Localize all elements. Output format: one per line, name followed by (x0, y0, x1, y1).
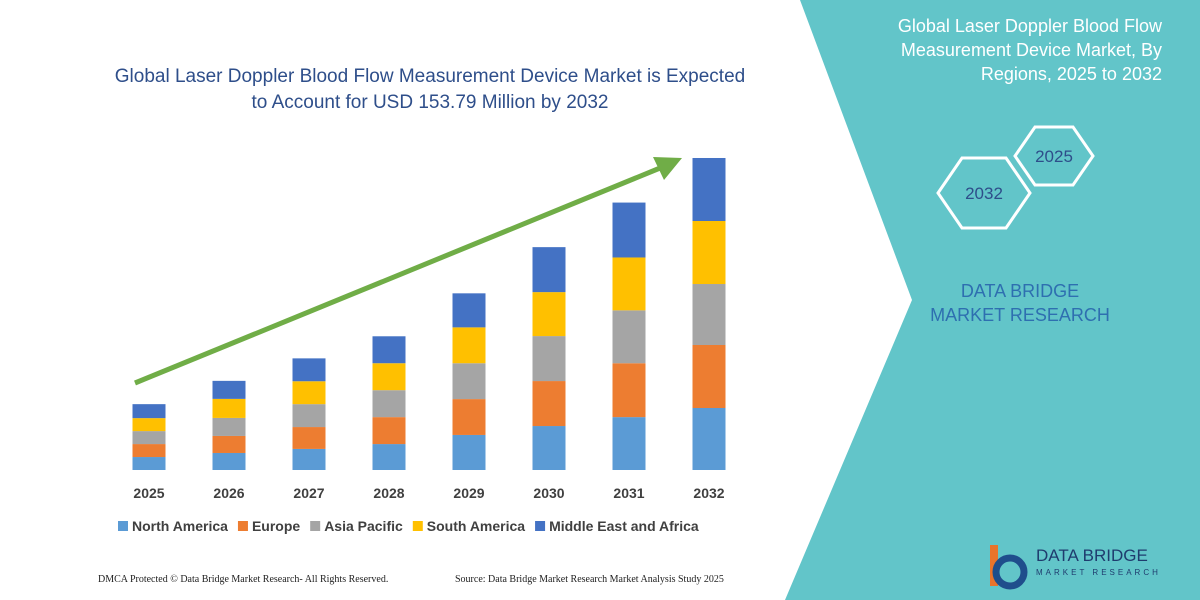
legend-swatch (412, 521, 423, 531)
bar-segment (532, 381, 566, 427)
hexagon-label: 2032 (965, 184, 1003, 203)
footer-left: DMCA Protected © Data Bridge Market Rese… (98, 574, 389, 585)
legend-label: Europe (252, 518, 300, 534)
bar-segment (692, 221, 726, 285)
bar-segment (692, 408, 726, 470)
logo-name: DATA BRIDGE (1036, 546, 1148, 565)
x-tick-label: 2030 (533, 485, 564, 501)
legend-label: Asia Pacific (324, 518, 403, 534)
x-tick-label: 2026 (213, 485, 244, 501)
bar-segment (452, 399, 486, 435)
bar-segment (372, 417, 406, 445)
chart-title: Global Laser Doppler Blood Flow Measurem… (114, 66, 746, 113)
bar-segment (452, 327, 486, 364)
logo-tagline: MARKET RESEARCH (1036, 568, 1161, 577)
bar-segment (452, 434, 486, 470)
bar-segment (692, 284, 726, 345)
arrow-head (653, 157, 682, 180)
bar-segment (132, 404, 166, 419)
legend-label: Middle East and Africa (549, 518, 699, 534)
bar-segment (132, 431, 166, 445)
bar-segment (692, 157, 726, 222)
bar-segment (532, 426, 566, 470)
side-panel (785, 0, 1200, 600)
bar-segment (212, 417, 246, 436)
bar-segment (612, 202, 646, 258)
bar-segment (532, 292, 566, 337)
x-tick-label: 2028 (373, 485, 404, 501)
x-tick-label: 2031 (613, 485, 644, 501)
bar-segment (372, 390, 406, 418)
legend-swatch (535, 521, 546, 531)
bar-segment (132, 444, 166, 458)
legend-label: South America (427, 518, 525, 534)
bar-segment (372, 444, 406, 470)
legend-label: North America (132, 518, 228, 534)
x-tick-label: 2027 (293, 485, 324, 501)
legend-swatch (237, 521, 248, 531)
bar-segment (612, 363, 646, 418)
hexagon-label: 2025 (1035, 147, 1073, 166)
logo-mark (990, 545, 1028, 590)
bar-segment (452, 363, 486, 400)
bar-segment (212, 380, 246, 399)
bar-segment (612, 257, 646, 311)
x-tick-label: 2029 (453, 485, 484, 501)
bar-segment (532, 336, 566, 382)
x-tick-label: 2025 (133, 485, 164, 501)
bar-segment (212, 435, 246, 453)
legend-swatch (310, 521, 321, 531)
brand: DATA BRIDGE MARKET RESEARCH (930, 281, 1110, 325)
trend-arrow (134, 163, 666, 386)
bar-segment (292, 427, 326, 449)
bar-segment (292, 404, 326, 428)
bar-segment (292, 448, 326, 470)
bar-segment (372, 363, 406, 391)
legend-swatch (118, 521, 128, 531)
bar-segment (292, 358, 326, 382)
panel-title: Global Laser Doppler Blood Flow Measurem… (897, 16, 1162, 84)
bar-segment (452, 293, 486, 328)
bar-segment (612, 310, 646, 364)
bar-segment (612, 417, 646, 470)
bar-segment (372, 336, 406, 364)
bar-segment (212, 398, 246, 418)
bar-segment (132, 457, 166, 470)
bar-segment (132, 418, 166, 432)
bar-segment (212, 452, 246, 470)
hexagon (936, 156, 1032, 230)
hexagon (1013, 125, 1095, 187)
bar-segment (692, 344, 726, 409)
x-tick-label: 2032 (693, 485, 724, 501)
bar-segment (532, 247, 566, 293)
bar-segment (292, 381, 326, 405)
footer-right: Source: Data Bridge Market Research Mark… (455, 574, 724, 585)
